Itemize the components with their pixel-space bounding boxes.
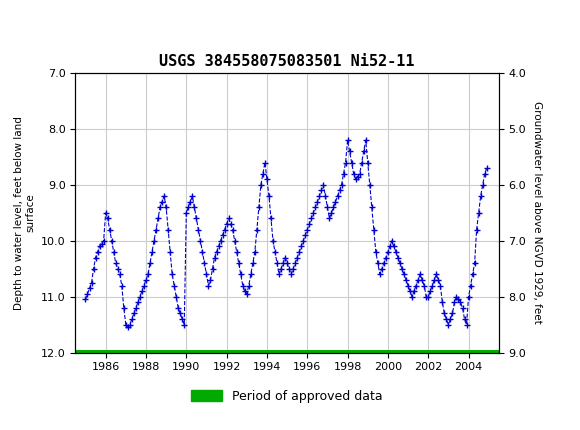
Legend: Period of approved data: Period of approved data [186,385,388,408]
Bar [3,3,38,49]
Y-axis label: Depth to water level, feet below land
surface: Depth to water level, feet below land su… [14,116,35,310]
Y-axis label: Groundwater level above NGVD 1929, feet: Groundwater level above NGVD 1929, feet [532,101,542,324]
Text: USGS: USGS [12,16,59,35]
Title: USGS 384558075083501 Ni52-11: USGS 384558075083501 Ni52-11 [160,54,415,69]
